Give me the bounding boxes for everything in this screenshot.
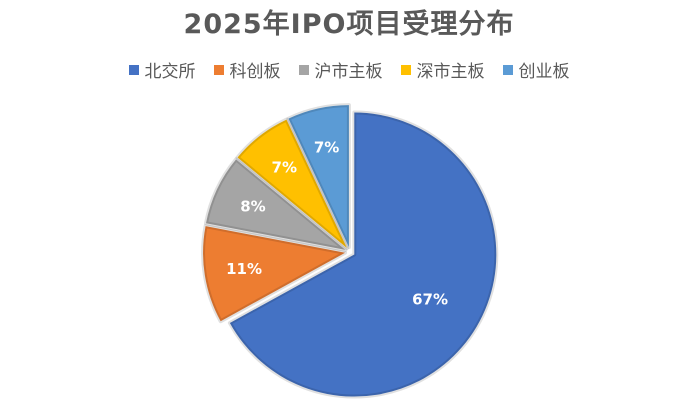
- legend-item-hushi-zhuban: 沪市主板: [298, 57, 383, 82]
- slice-chuangyeban: [286, 103, 351, 250]
- legend-item-beijiaosuo: 北交所: [128, 57, 196, 82]
- chart-title: 2025年IPO项目受理分布: [183, 9, 515, 40]
- slice-shenshi-zhuban: [235, 117, 349, 251]
- legend-swatch: [400, 64, 411, 75]
- legend-label: 沪市主板: [314, 62, 383, 82]
- legend-swatch: [298, 64, 309, 75]
- data-label: 11%: [226, 260, 262, 278]
- slice-hushi-zhuban: [203, 157, 348, 252]
- legend: 北交所 科创板 沪市主板 深市主板 创业板: [0, 57, 698, 82]
- slice-kechuangban: [201, 224, 348, 324]
- data-label: 8%: [240, 197, 265, 215]
- legend-label: 北交所: [144, 62, 196, 82]
- legend-swatch: [502, 64, 513, 75]
- legend-label: 创业板: [518, 62, 570, 82]
- legend-swatch: [128, 64, 139, 75]
- legend-item-shenshi-zhuban: 深市主板: [400, 57, 485, 82]
- data-label: 7%: [314, 138, 339, 156]
- data-label: 67%: [412, 290, 448, 308]
- legend-item-chuangyeban: 创业板: [502, 57, 570, 82]
- data-label: 7%: [272, 158, 297, 176]
- slice-beijiaosuo: [227, 110, 499, 399]
- legend-label: 科创板: [229, 62, 281, 82]
- legend-item-kechuangban: 科创板: [213, 57, 281, 82]
- legend-swatch: [213, 64, 224, 75]
- legend-label: 深市主板: [416, 62, 485, 82]
